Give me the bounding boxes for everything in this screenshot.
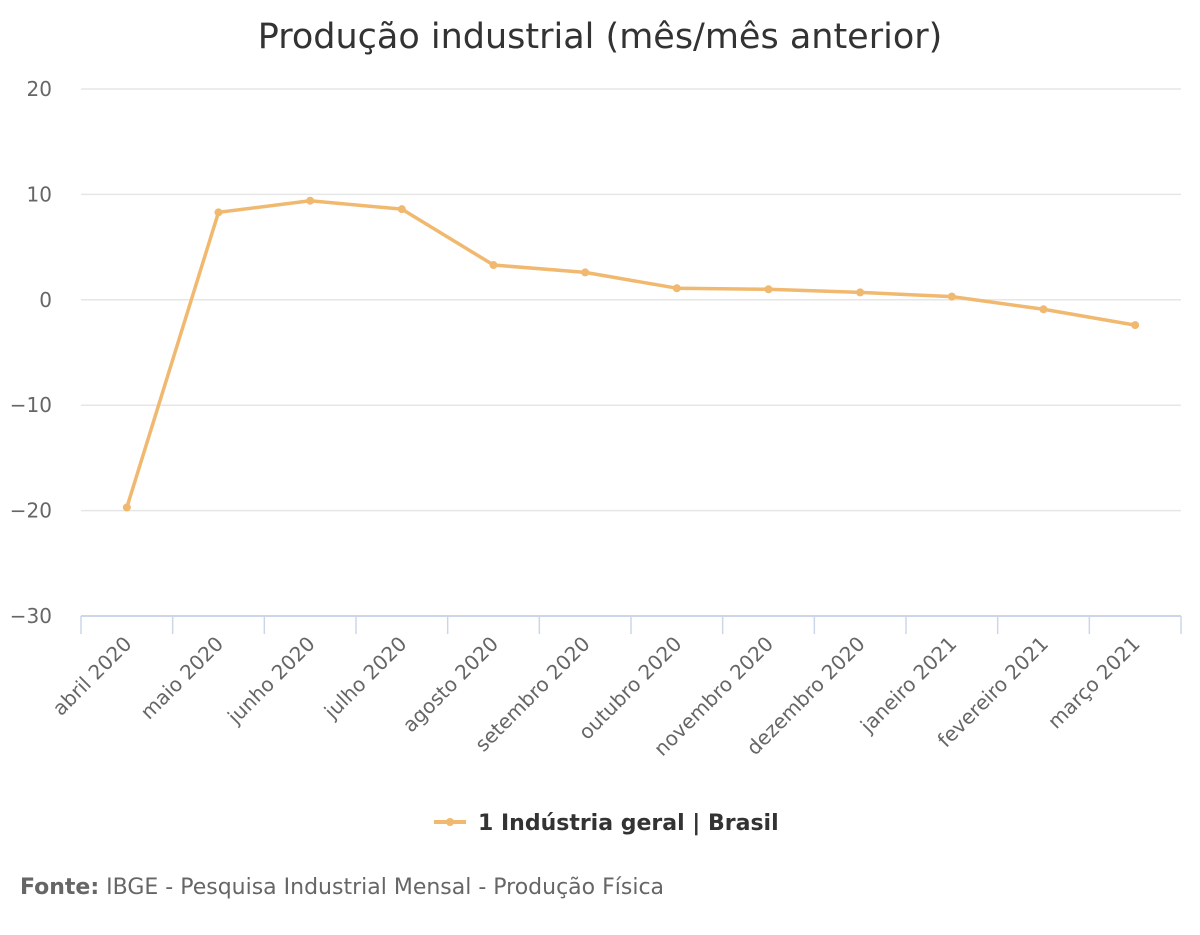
legend[interactable]: 1 Indústria geral | Brasil <box>434 811 779 836</box>
y-tick-label: 20 <box>27 77 52 101</box>
x-tick-label: julho 2020 <box>319 632 412 725</box>
data-point[interactable] <box>397 205 406 214</box>
data-point[interactable] <box>489 261 498 270</box>
source-note: Fonte: IBGE - Pesquisa Industrial Mensal… <box>20 875 664 900</box>
legend-label[interactable]: 1 Indústria geral | Brasil <box>478 811 779 836</box>
source-label: Fonte: <box>20 875 100 900</box>
x-tick-label: junho 2020 <box>222 632 320 730</box>
y-tick-label: 0 <box>39 288 52 312</box>
source-text: IBGE - Pesquisa Industrial Mensal - Prod… <box>106 875 665 900</box>
legend-swatch-marker <box>446 818 454 826</box>
y-tick-label: −30 <box>10 604 52 628</box>
x-tick-label: março 2021 <box>1043 632 1145 734</box>
data-point[interactable] <box>672 284 681 293</box>
data-point[interactable] <box>306 196 315 205</box>
x-tick-label: abril 2020 <box>48 632 137 721</box>
y-tick-label: −20 <box>10 499 52 523</box>
y-axis: 20 10 0 −10 −20 −30 <box>10 77 52 628</box>
data-point[interactable] <box>581 268 590 277</box>
gridlines <box>81 88 1181 512</box>
data-point[interactable] <box>122 503 131 512</box>
data-point[interactable] <box>764 285 773 294</box>
data-point[interactable] <box>214 208 223 217</box>
y-tick-label: 10 <box>27 182 52 206</box>
series-layer <box>122 196 1140 512</box>
y-tick-label: −10 <box>10 393 52 417</box>
data-point[interactable] <box>1039 305 1048 314</box>
data-point[interactable] <box>947 292 956 301</box>
x-tick-label: maio 2020 <box>136 632 228 724</box>
series-line <box>125 198 1136 508</box>
data-point[interactable] <box>1131 321 1140 330</box>
data-point[interactable] <box>856 288 865 297</box>
chart-title: Produção industrial (mês/mês anterior) <box>258 17 943 57</box>
